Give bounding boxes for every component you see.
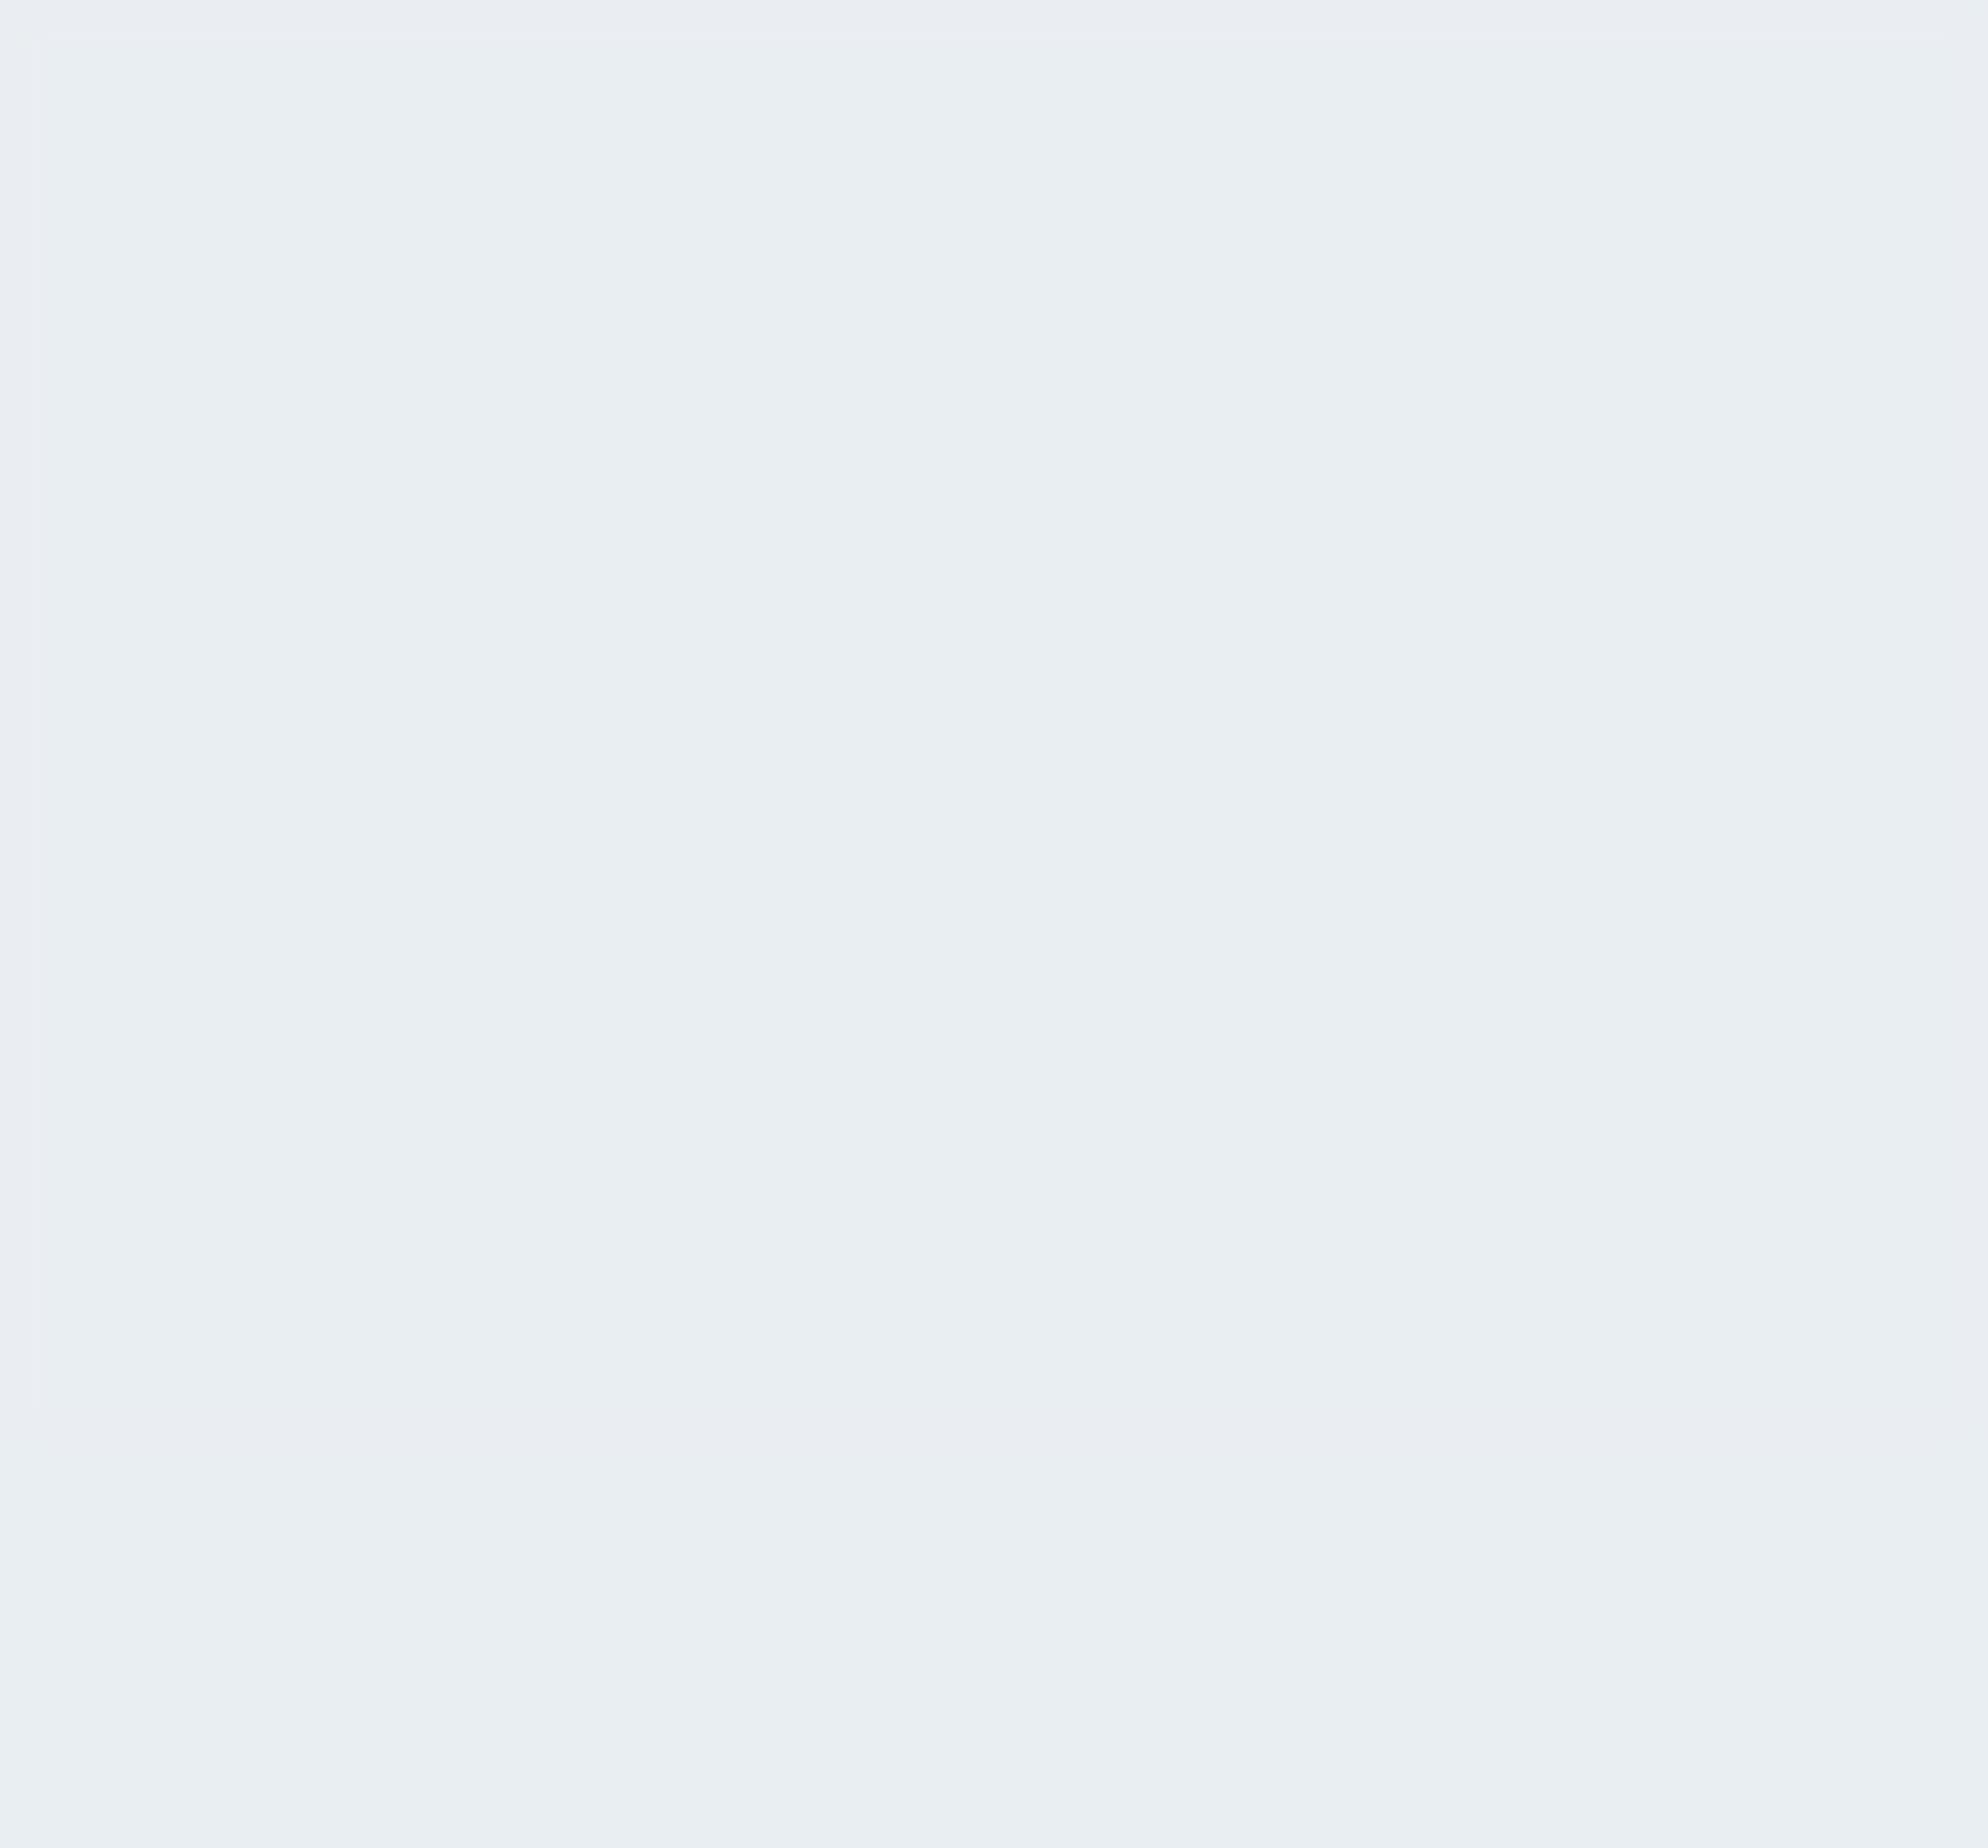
- tab-grupo-etario[interactable]: Grupo Etário: [1605, 1065, 1767, 1148]
- tab-tipo-de-contagio[interactable]: Tipo de Contágio: [1093, 1103, 1341, 1209]
- tab-sintomas[interactable]: Sintomas: [621, 1163, 782, 1249]
- sidebar-section-label: Evolução de Casos Suspeitos: [0, 944, 248, 1123]
- sidebar-section-title: Evolução de Casos Suspeitos: [0, 920, 357, 1134]
- y-axis-tick-mark: [1000, 791, 1023, 796]
- sidebar-header: Confirmados: [0, 0, 155, 10]
- tab-bar: Sintomas Tipo de Contágio Grupo Etário: [423, 825, 1988, 1450]
- tab-label: Tipo de Contágio: [1094, 1104, 1339, 1199]
- tab-grupo-etario-box[interactable]: [1560, 927, 1988, 1187]
- sidebar-item-matosinhos[interactable]: Matosinhos: [0, 414, 262, 607]
- tab-label: Grupo Etário: [1605, 1065, 1766, 1138]
- tab-label: Sintomas: [621, 1163, 781, 1239]
- active-tab-underline: [627, 1219, 792, 1268]
